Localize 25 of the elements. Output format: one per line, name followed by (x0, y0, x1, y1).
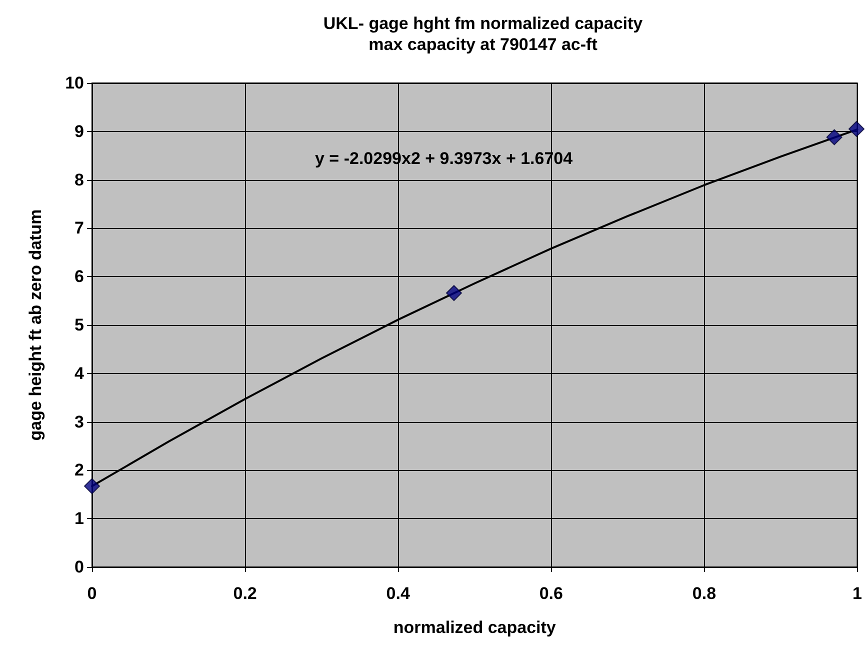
point (848, 120, 865, 137)
x-tick-label: 0 (87, 584, 97, 603)
y-tick-label: 6 (74, 267, 84, 286)
y-tick-label: 9 (74, 122, 84, 141)
y-tick-label: 3 (74, 412, 84, 432)
chart-subtitle: max capacity at 790147 ac-ft (368, 35, 598, 54)
x-tick-label: 0.8 (692, 584, 716, 603)
chart-title: UKL- gage hght fm normalized capacity (323, 14, 644, 33)
y-tick-label: 1 (74, 509, 84, 528)
y-tick-label: 4 (74, 364, 85, 383)
y-tick-label: 8 (74, 170, 84, 190)
x-tick-label: 0.6 (539, 584, 563, 603)
x-axis-title: normalized capacity (393, 618, 556, 637)
y-tick-label: 2 (74, 460, 84, 480)
point (84, 478, 100, 494)
y-axis-title: gage height ft ab zero datum (26, 209, 45, 441)
y-tick-label: 5 (74, 316, 84, 334)
x-tick-label: 1 (852, 584, 862, 603)
point (826, 129, 842, 146)
y-tick-label: 10 (65, 74, 84, 92)
point (446, 285, 462, 302)
x-tick-label: 0.2 (233, 584, 257, 603)
y-tick-label: 0 (74, 558, 84, 576)
x-tick-label: 0.4 (386, 584, 410, 603)
y-tick-label: 7 (74, 218, 84, 238)
